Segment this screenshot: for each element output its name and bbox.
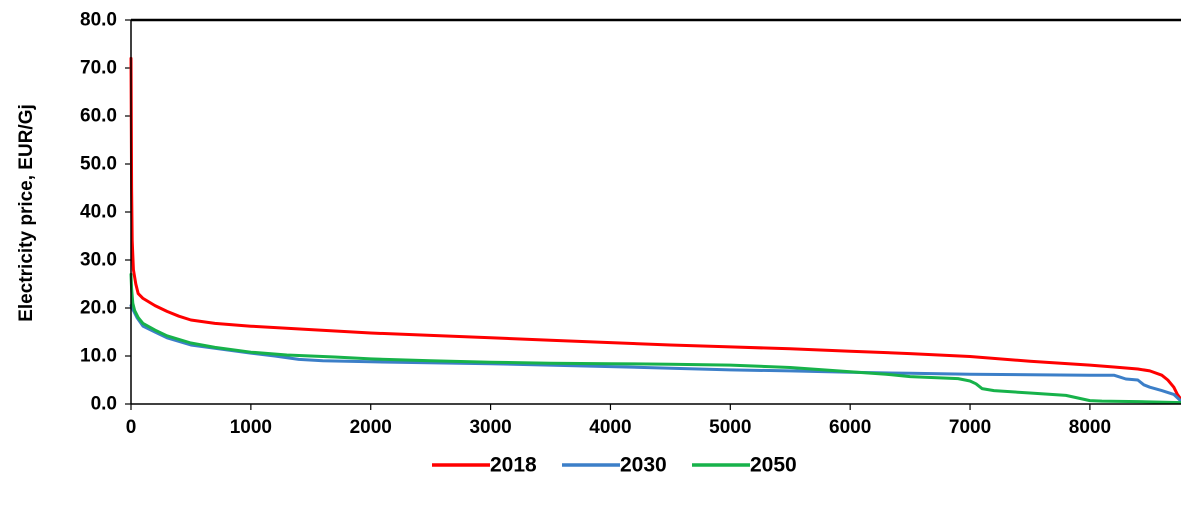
x-tick-label: 1000: [230, 417, 272, 438]
series-line-2018: [129, 56, 1181, 401]
y-tick-label: 30.0: [80, 250, 117, 271]
x-tick-label: 8000: [1069, 417, 1111, 438]
x-tick-label: 6000: [829, 417, 871, 438]
x-tick-label: 3000: [469, 417, 511, 438]
plot-frame: [130, 18, 1181, 405]
y-tick-label: 50.0: [80, 154, 117, 175]
x-tick-label: 4000: [589, 417, 631, 438]
legend-label-2050: 2050: [750, 454, 797, 477]
plot-series: [129, 56, 1181, 405]
y-axis-title: Electricity price, EUR/Gj: [16, 104, 37, 322]
y-tick-label: 60.0: [80, 106, 117, 127]
y-axis-ticks: 0.0 10.0 20.0 30.0 40.0 50.0 60.0 70.0 80.0: [80, 10, 131, 415]
y-tick-label: 0.0: [91, 394, 117, 415]
legend-label-2030: 2030: [620, 454, 667, 477]
legend: 2018 2030 2050: [432, 454, 797, 477]
series-line-2050: [129, 272, 1181, 405]
y-tick-label: 70.0: [80, 58, 117, 79]
y-axis-title-group: Electricity price, EUR/Gj: [16, 104, 37, 322]
y-tick-label: 10.0: [80, 346, 117, 367]
y-tick-label: 20.0: [80, 298, 117, 319]
y-tick-label: 40.0: [80, 202, 117, 223]
series-line-2030: [129, 304, 1181, 403]
x-tick-label: 5000: [709, 417, 751, 438]
x-tick-label: 7000: [949, 417, 991, 438]
x-axis-ticks: 0 1000 2000 3000 4000 5000 6000 7000 8000: [126, 404, 1111, 438]
x-tick-label: 2000: [350, 417, 392, 438]
x-tick-label: 0: [126, 417, 137, 438]
y-tick-label: 80.0: [80, 10, 117, 31]
legend-label-2018: 2018: [490, 454, 537, 477]
